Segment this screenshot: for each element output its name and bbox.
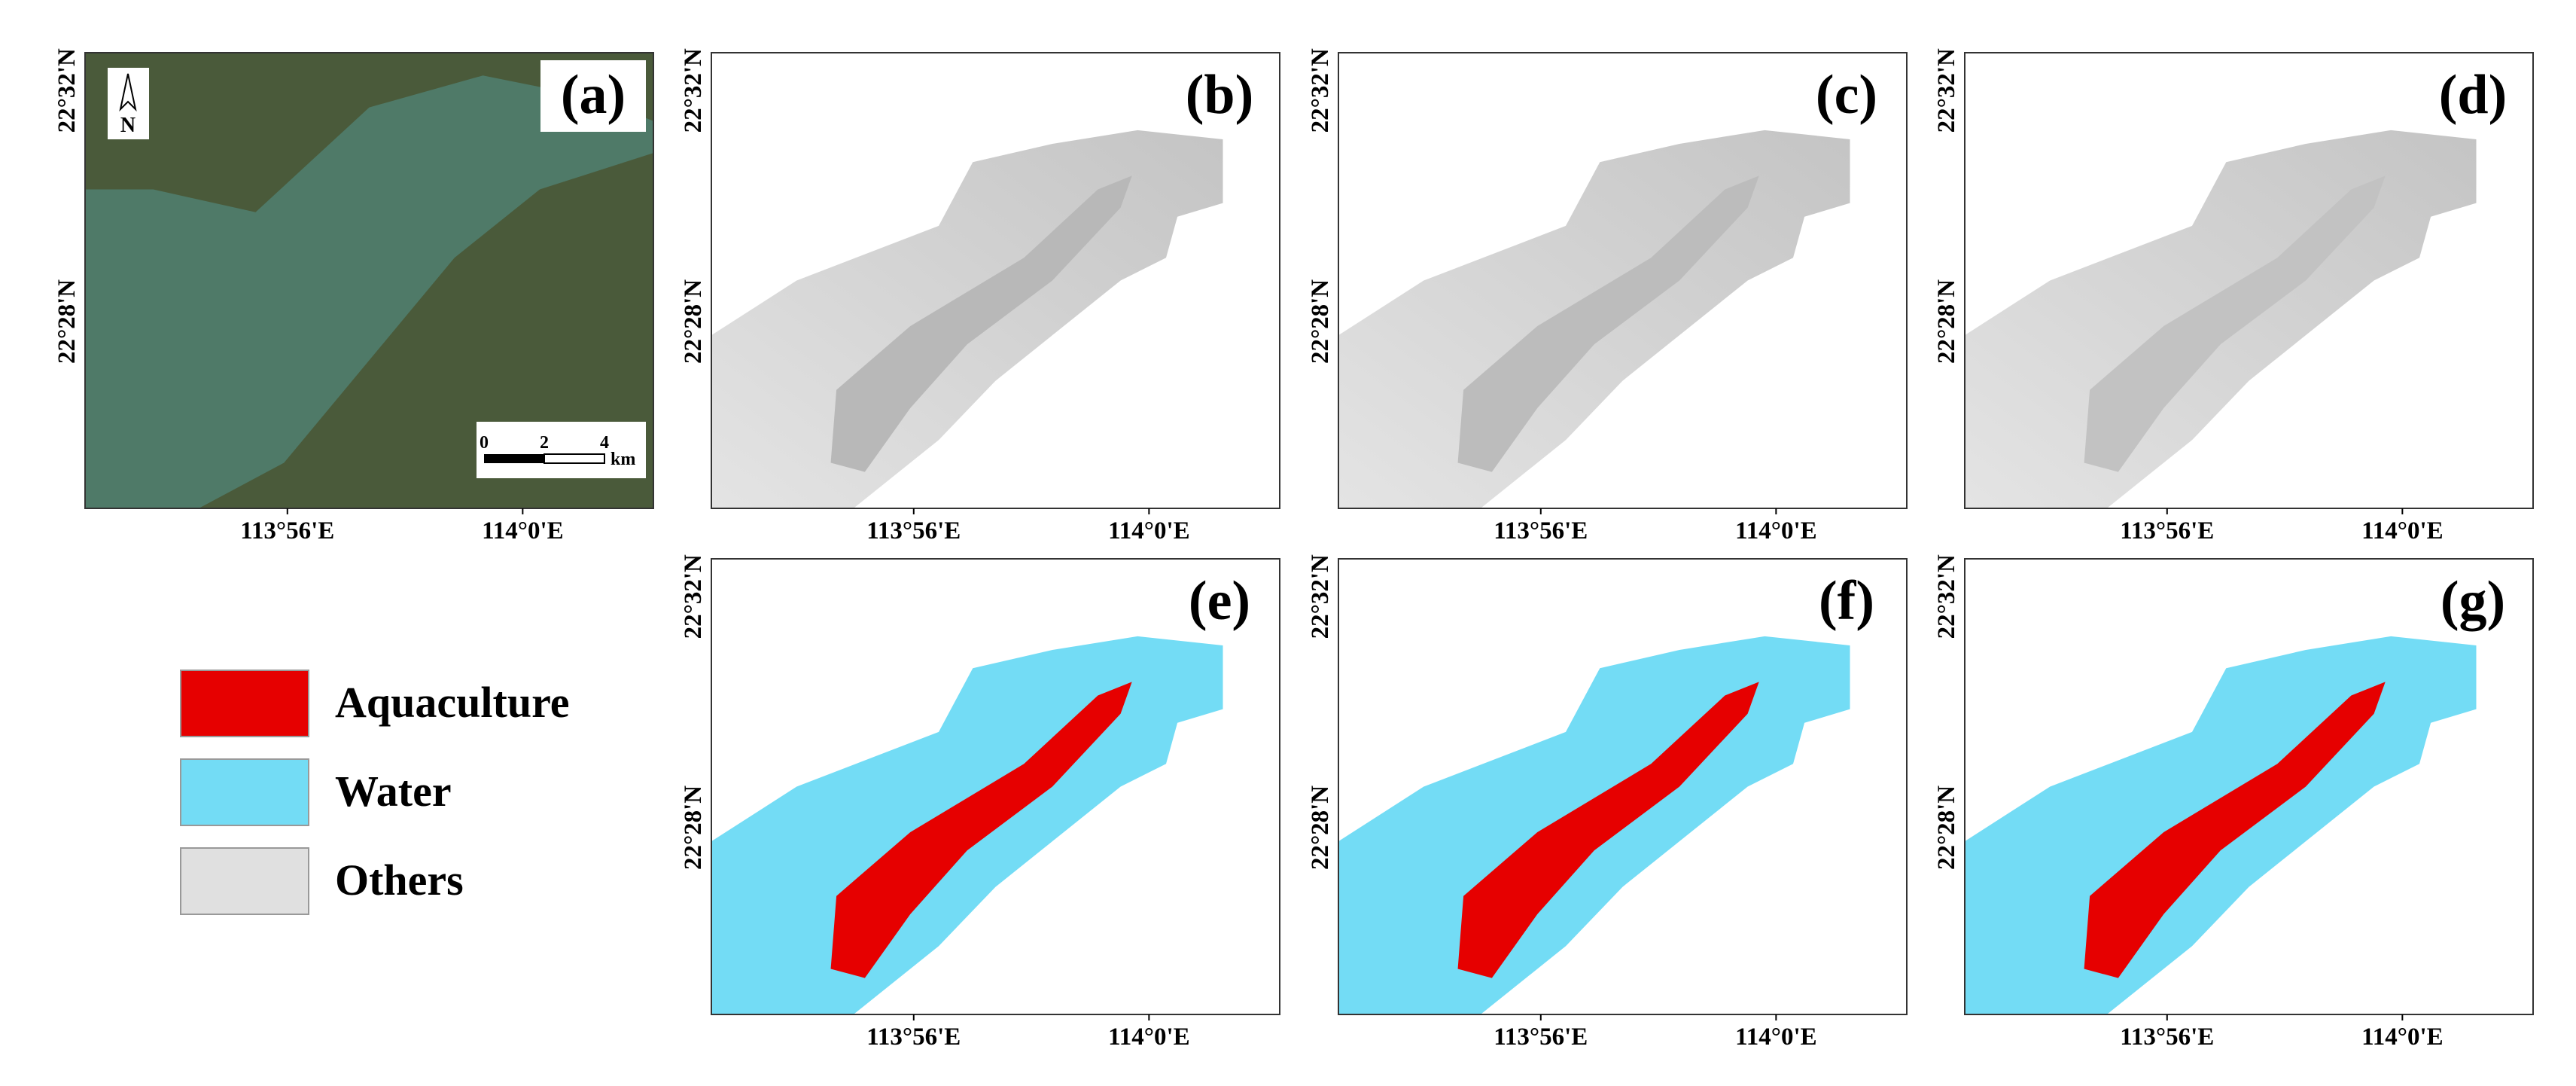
aquaculture-area xyxy=(2084,175,2386,472)
north-arrow xyxy=(119,73,137,112)
x-tick-label: 114°0'E xyxy=(1735,517,1817,545)
legend-label: Water xyxy=(335,767,452,816)
panel-frame xyxy=(711,558,1280,1015)
panel-label: (g) xyxy=(2441,570,2505,632)
map-panel: (a) 113°56'E 114°0'E 22°32'N 22°28'N xyxy=(53,48,654,545)
north-label: N xyxy=(120,114,135,137)
legend-swatch xyxy=(180,758,309,826)
panel-label: (c) xyxy=(1816,64,1877,126)
legend-swatch xyxy=(180,847,309,915)
panel-label: (b) xyxy=(1186,64,1253,126)
panel-frame xyxy=(1338,52,1908,509)
label-box xyxy=(540,60,646,132)
map-panel: (c) 113°56'E 114°0'E 22°32'N 22°28'N xyxy=(1307,48,1908,545)
scale-unit: km xyxy=(611,450,635,469)
aquaculture-area xyxy=(1457,682,1759,978)
legend-label: Others xyxy=(335,856,464,904)
y-tick-label: 22°32'N xyxy=(1307,48,1334,133)
x-tick-label: 113°56'E xyxy=(2120,1023,2214,1051)
panel-frame xyxy=(1964,558,2534,1015)
y-tick-label: 22°32'N xyxy=(1933,554,1960,639)
y-tick-label: 22°28'N xyxy=(1933,279,1960,364)
x-tick-label: 114°0'E xyxy=(2361,517,2444,545)
map-panel: (d) 113°56'E 114°0'E 22°32'N 22°28'N xyxy=(1933,48,2534,545)
x-tick-label: 114°0'E xyxy=(1108,517,1190,545)
panel-frame xyxy=(1964,52,2534,509)
panel-label: (d) xyxy=(2439,64,2507,126)
scale-label: 4 xyxy=(600,433,609,453)
aquaculture-area xyxy=(830,682,1132,978)
aquaculture-area xyxy=(830,175,1132,472)
scale-label: 2 xyxy=(540,433,549,453)
panel-label: (e) xyxy=(1189,570,1250,632)
x-tick-label: 114°0'E xyxy=(1735,1023,1817,1051)
map-panel: (e) 113°56'E 114°0'E 22°32'N 22°28'N xyxy=(680,554,1280,1051)
label-box xyxy=(1794,60,1899,132)
y-tick-label: 22°28'N xyxy=(1933,786,1960,870)
x-tick-label: 114°0'E xyxy=(1108,1023,1190,1051)
panel-frame xyxy=(1338,558,1908,1015)
x-tick-label: 114°0'E xyxy=(2361,1023,2444,1051)
x-tick-label: 113°56'E xyxy=(866,517,961,545)
x-tick-label: 113°56'E xyxy=(1494,517,1588,545)
water-area xyxy=(85,75,653,508)
map-panel: (f) 113°56'E 114°0'E 22°32'N 22°28'N xyxy=(1307,554,1908,1051)
map-panel: (b) 113°56'E 114°0'E 22°32'N 22°28'N xyxy=(680,48,1280,545)
scale-bar-black xyxy=(484,454,544,463)
y-tick-label: 22°32'N xyxy=(53,48,81,133)
label-box xyxy=(2420,566,2526,638)
x-tick-label: 113°56'E xyxy=(866,1023,961,1051)
map-panel: (g) 113°56'E 114°0'E 22°32'N 22°28'N xyxy=(1933,554,2534,1051)
y-tick-label: 22°32'N xyxy=(680,554,707,639)
scale-label: 0 xyxy=(480,433,489,453)
panel-frame xyxy=(711,52,1280,509)
y-tick-label: 22°28'N xyxy=(1307,279,1334,364)
y-tick-label: 22°28'N xyxy=(680,279,707,364)
y-tick-label: 22°32'N xyxy=(1307,554,1334,639)
x-tick-label: 113°56'E xyxy=(2120,517,2214,545)
label-box xyxy=(2420,60,2526,132)
x-tick-label: 113°56'E xyxy=(240,517,334,545)
y-tick-label: 22°32'N xyxy=(680,48,707,133)
legend-swatch xyxy=(180,670,309,737)
y-tick-label: 22°32'N xyxy=(1933,48,1960,133)
x-tick-label: 113°56'E xyxy=(1494,1023,1588,1051)
panel-label: (f) xyxy=(1819,570,1874,632)
label-box xyxy=(1794,566,1899,638)
y-tick-label: 22°28'N xyxy=(53,279,81,364)
y-tick-label: 22°28'N xyxy=(1307,786,1334,870)
scale-bar-white xyxy=(544,453,605,464)
aquaculture-area xyxy=(2084,682,2386,978)
panel-frame xyxy=(84,52,654,509)
x-tick-label: 114°0'E xyxy=(482,517,564,545)
panel-label: (a) xyxy=(561,64,626,126)
y-tick-label: 22°28'N xyxy=(680,786,707,870)
label-box xyxy=(1167,566,1272,638)
aquaculture-area xyxy=(1457,175,1759,472)
legend-label: Aquaculture xyxy=(335,678,570,727)
scale-box xyxy=(477,422,646,478)
label-box xyxy=(1167,60,1272,132)
